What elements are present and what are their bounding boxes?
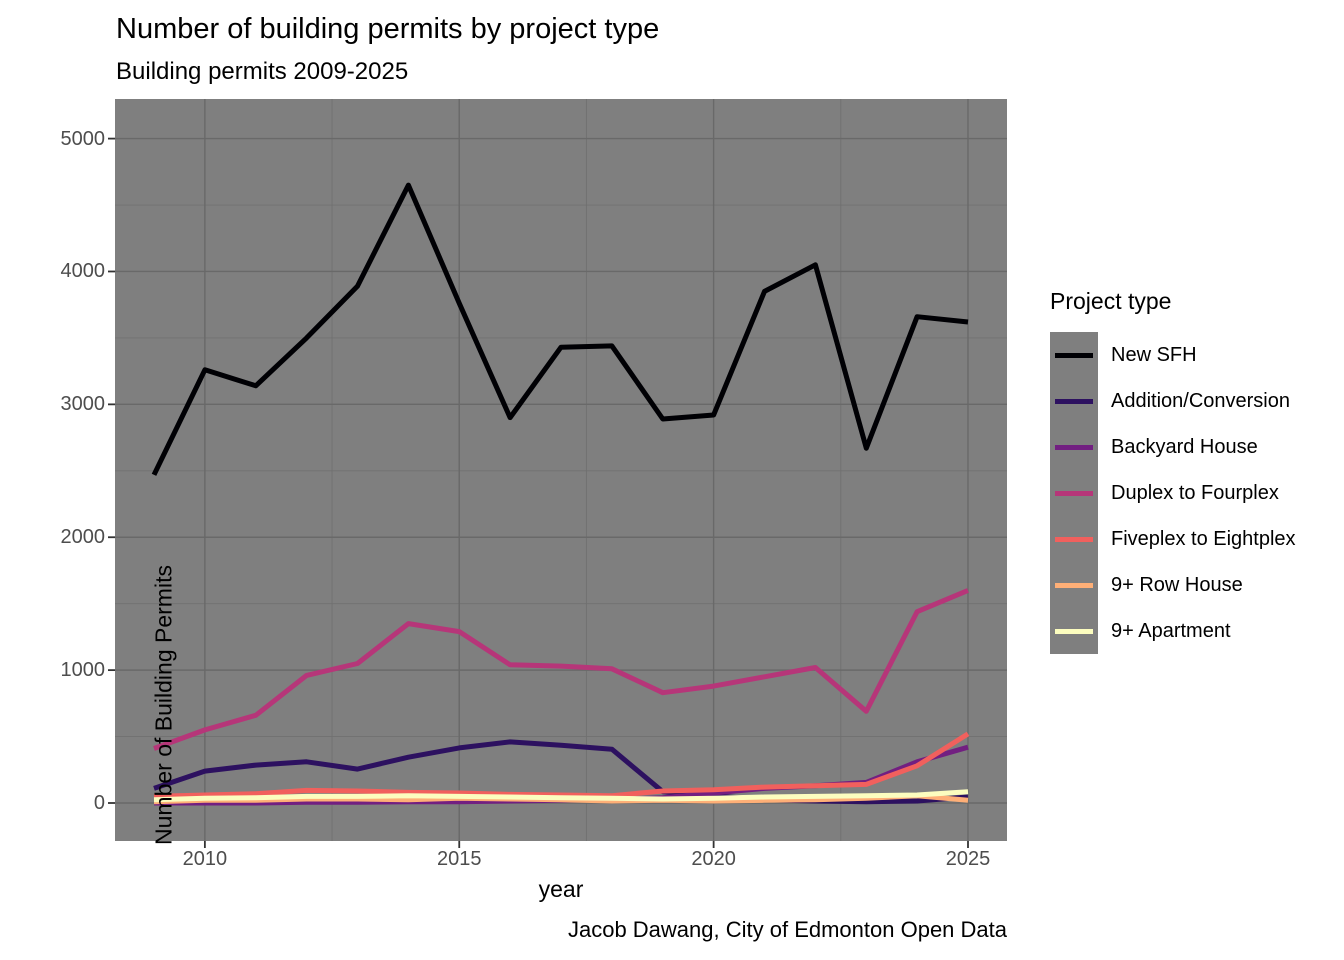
legend-key-line-duplex-to-fourplex (1055, 490, 1093, 496)
y-tick-label-5000: 5000 (60, 127, 106, 150)
legend-key-line-addition-conversion (1055, 398, 1093, 404)
series-line-fiveplex-to-eightplex (153, 731, 970, 799)
legend-key-fiveplex-to-eightplex (1050, 516, 1098, 562)
legend-key-line-fiveplex-to-eightplex (1055, 536, 1093, 542)
y-tick-label-4000: 4000 (60, 260, 106, 283)
chart-caption: Jacob Dawang, City of Edmonton Open Data (567, 917, 1007, 942)
legend-item-9-apartment: 9+ Apartment (1050, 608, 1296, 654)
x-tick-label-2025: 2025 (945, 848, 991, 870)
legend-key-backyard-house (1050, 424, 1098, 470)
legend-key-9-row-house (1050, 562, 1098, 608)
legend-label-9-row-house: 9+ Row House (1111, 573, 1243, 596)
legend-key-9-apartment (1050, 608, 1098, 654)
legend-label-duplex-to-fourplex: Duplex to Fourplex (1111, 481, 1279, 504)
legend-key-line-backyard-house (1055, 444, 1093, 450)
y-tick-label-0: 0 (93, 792, 105, 814)
legend-item-9-row-house: 9+ Row House (1050, 562, 1296, 608)
legend-item-backyard-house: Backyard House (1050, 424, 1296, 470)
series-line-new-sfh (151, 182, 969, 476)
legend-key-line-9-row-house (1055, 582, 1093, 588)
legend-label-backyard-house: Backyard House (1111, 435, 1258, 458)
x-tick-label-2010: 2010 (182, 848, 228, 870)
y-axis-title-wrap: Number of Building Permits (18, 235, 176, 845)
y-tick-label-3000: 3000 (60, 393, 106, 416)
legend-label-new-sfh: New SFH (1111, 343, 1197, 366)
legend-label-9-apartment: 9+ Apartment (1111, 619, 1231, 642)
legend: Project type New SFH Addition/Conversion B… (1050, 288, 1296, 654)
x-tick-label-2015: 2015 (437, 848, 482, 870)
legend-item-addition-conversion: Addition/Conversion (1050, 378, 1296, 424)
legend-key-line-9-apartment (1055, 628, 1093, 634)
series-line-duplex-to-fourplex (153, 588, 969, 751)
chart-title: Number of building permits by project ty… (116, 13, 660, 45)
x-tick-label-2020: 2020 (691, 848, 736, 870)
legend-key-addition-conversion (1050, 378, 1098, 424)
legend-item-new-sfh: New SFH (1050, 332, 1296, 378)
legend-label-addition-conversion: Addition/Conversion (1111, 389, 1290, 412)
panel-background (115, 99, 1007, 841)
x-axis-title: year (538, 876, 584, 902)
legend-key-duplex-to-fourplex (1050, 470, 1098, 516)
legend-items: New SFH Addition/Conversion Backyard House… (1050, 332, 1296, 654)
y-axis-title: Number of Building Permits (150, 565, 177, 845)
legend-key-line-new-sfh (1055, 352, 1093, 358)
legend-key-new-sfh (1050, 332, 1098, 378)
legend-item-fiveplex-to-eightplex: Fiveplex to Eightplex (1050, 516, 1296, 562)
legend-title: Project type (1050, 288, 1172, 314)
series-line-9-apartment (153, 789, 969, 803)
y-tick-label-1000: 1000 (60, 659, 106, 682)
y-tick-label-2000: 2000 (60, 526, 106, 549)
legend-label-fiveplex-to-eightplex: Fiveplex to Eightplex (1111, 527, 1296, 550)
legend-item-duplex-to-fourplex: Duplex to Fourplex (1050, 470, 1296, 516)
chart-subtitle: Building permits 2009-2025 (116, 58, 409, 85)
